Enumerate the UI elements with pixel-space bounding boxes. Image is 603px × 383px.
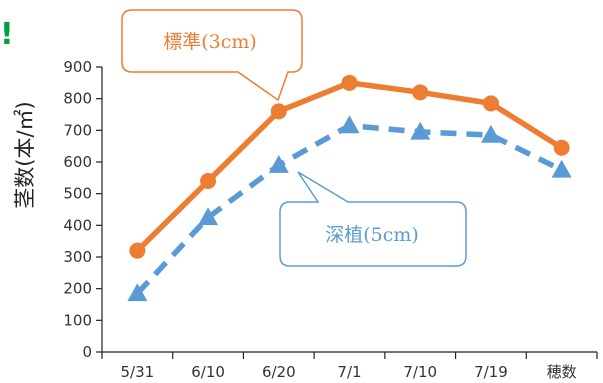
y-tick-label: 200 xyxy=(63,280,92,298)
callout-standard-label: 標準(3cm) xyxy=(163,31,257,53)
y-tick-label: 0 xyxy=(82,343,92,361)
data-point-marker xyxy=(341,74,358,91)
x-tick-label: 7/10 xyxy=(403,363,437,381)
data-point-marker xyxy=(551,159,572,178)
data-point-marker xyxy=(268,154,289,173)
x-tick-label: 7/1 xyxy=(337,363,361,381)
x-tick-label: 6/20 xyxy=(262,363,296,381)
callout-deep: 深植(5cm) xyxy=(279,171,467,267)
callout-standard-box xyxy=(121,9,303,102)
data-point-marker xyxy=(553,139,570,156)
y-tick-label: 100 xyxy=(63,311,92,329)
axes xyxy=(101,67,597,353)
callout-deep-label: 深植(5cm) xyxy=(325,224,419,246)
data-point-marker xyxy=(482,95,499,112)
x-tick-label: 5/31 xyxy=(121,363,155,381)
callout-deep-box xyxy=(279,171,467,267)
data-point-marker xyxy=(480,124,501,143)
y-tick-label: 800 xyxy=(63,90,92,108)
data-point-marker xyxy=(127,283,148,302)
data-point-marker xyxy=(198,207,219,226)
series-markers xyxy=(127,74,572,302)
data-point-marker xyxy=(412,84,429,101)
y-tick-label: 500 xyxy=(63,185,92,203)
x-tick-label: 7/19 xyxy=(474,363,508,381)
data-point-marker xyxy=(339,115,360,134)
data-point-marker xyxy=(200,173,217,189)
y-tick-label: 300 xyxy=(63,248,92,266)
y-axis-title: 茎数(本/㎡) xyxy=(13,101,37,208)
axis-ticks: 0 100 200 300 400 500 600 700 800 900 5/31 6/10 6/20… xyxy=(63,58,598,381)
data-point-marker xyxy=(129,242,146,259)
corner-exclamation-mark: ! xyxy=(0,17,14,52)
data-point-marker xyxy=(410,121,431,140)
data-point-marker xyxy=(270,103,287,120)
y-tick-label: 400 xyxy=(63,216,92,234)
y-tick-label: 600 xyxy=(63,153,92,171)
y-tick-label: 700 xyxy=(63,121,92,139)
x-tick-label: 6/10 xyxy=(191,363,225,381)
x-tick-label: 穂数 xyxy=(547,363,577,381)
y-tick-label: 900 xyxy=(63,58,92,76)
callout-standard: 標準(3cm) xyxy=(121,9,303,102)
